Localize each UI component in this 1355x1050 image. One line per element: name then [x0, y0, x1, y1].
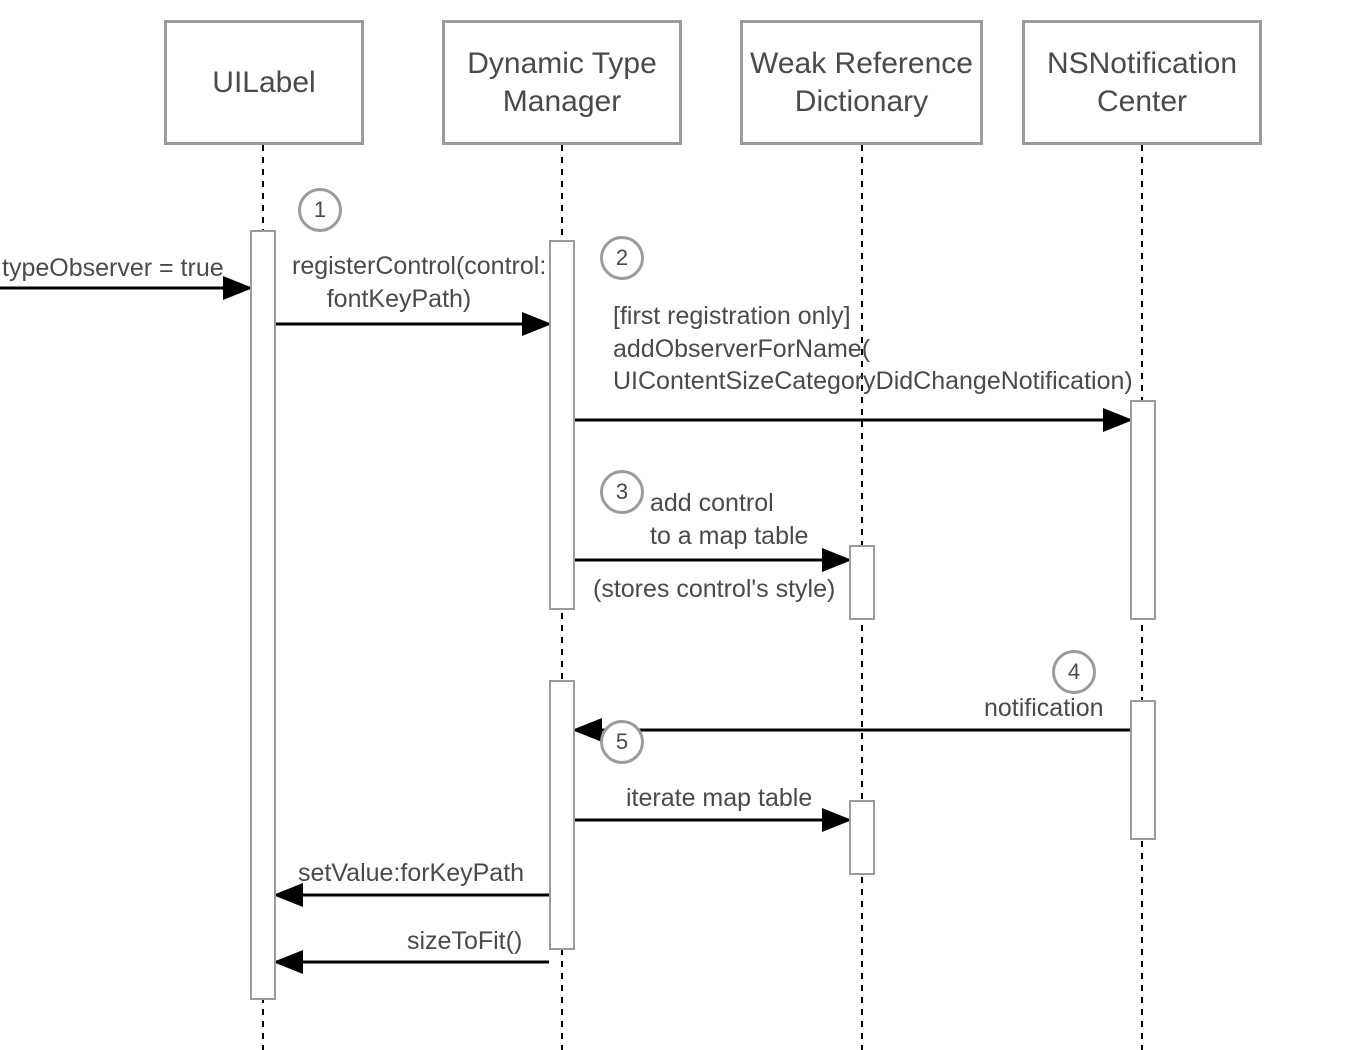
step-number: 1	[314, 197, 326, 223]
step-number: 4	[1068, 659, 1080, 685]
step-marker-1: 1	[298, 188, 342, 232]
message-label-m0: typeObserver = true	[2, 252, 224, 285]
step-marker-2: 2	[600, 236, 644, 280]
activation-dtm-1	[549, 240, 575, 610]
participant-label: Weak Reference Dictionary	[750, 45, 973, 120]
participant-label: NSNotification Center	[1047, 45, 1237, 120]
message-label-m4: notification	[984, 692, 1104, 725]
participant-label: Dynamic Type Manager	[467, 45, 657, 120]
step-marker-4: 4	[1052, 650, 1096, 694]
step-number: 2	[616, 245, 628, 271]
activation-nsn-5	[1130, 700, 1156, 840]
message-label-m7: sizeToFit()	[407, 925, 522, 958]
message-label-m5: iterate map table	[626, 782, 812, 815]
activation-wrd-6	[849, 800, 875, 875]
activation-nsn-2	[1130, 400, 1156, 620]
participant-uilabel: UILabel	[164, 20, 364, 145]
activation-dtm-4	[549, 680, 575, 950]
participant-label: UILabel	[212, 64, 315, 102]
activation-uilabel-0	[250, 230, 276, 1000]
message-label-m1: registerControl(control: fontKeyPath)	[292, 250, 546, 315]
message-label-m3: add control to a map table	[650, 487, 808, 552]
sequence-diagram: UILabel Dynamic Type Manager Weak Referenc…	[0, 0, 1355, 1050]
step-number: 5	[616, 729, 628, 755]
step-marker-5: 5	[600, 720, 644, 764]
message-label-m6: setValue:forKeyPath	[298, 857, 524, 890]
message-label-m3b: (stores control's style)	[593, 573, 835, 606]
participant-wrd: Weak Reference Dictionary	[740, 20, 983, 145]
step-marker-3: 3	[600, 470, 644, 514]
message-label-m2: [first registration only] addObserverFor…	[613, 300, 1133, 398]
participant-dtm: Dynamic Type Manager	[442, 20, 682, 145]
activation-wrd-3	[849, 545, 875, 620]
participant-nsn: NSNotification Center	[1022, 20, 1262, 145]
step-number: 3	[616, 479, 628, 505]
